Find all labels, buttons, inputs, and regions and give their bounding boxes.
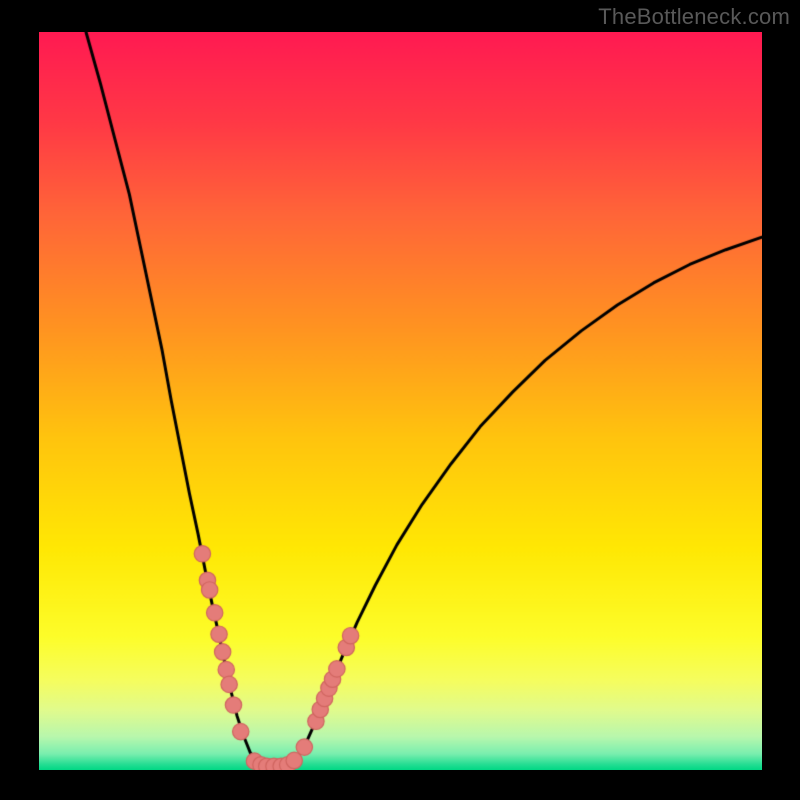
frame-right — [762, 0, 800, 800]
frame-left — [0, 0, 39, 800]
bottleneck-chart — [0, 0, 800, 800]
watermark-text: TheBottleneck.com — [598, 4, 790, 30]
frame-bottom — [0, 770, 800, 800]
